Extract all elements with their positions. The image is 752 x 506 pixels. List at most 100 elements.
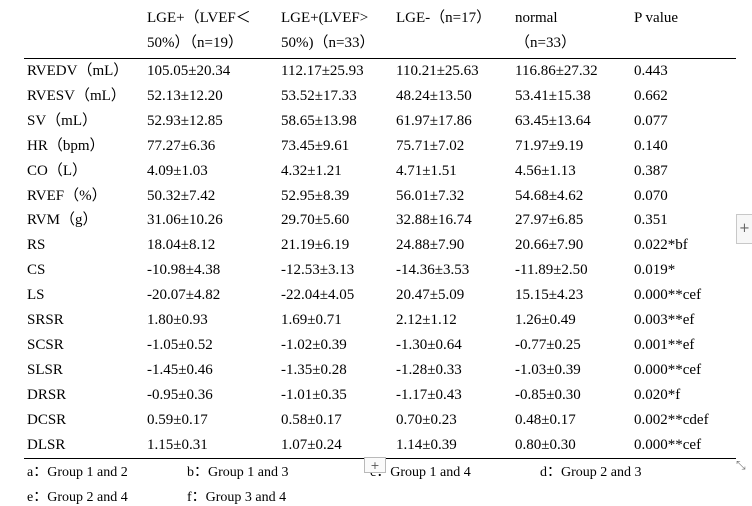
table-cell: 0.58±0.17 [281, 411, 342, 428]
table-cell: -11.89±2.50 [515, 262, 588, 279]
table-cell: 4.56±1.13 [515, 162, 576, 179]
footnote-a: a：Group 1 and 2 [27, 465, 128, 480]
table-cell: 0.48±0.17 [515, 411, 576, 428]
column-header [24, 4, 144, 59]
table-cell: 15.15±4.23 [515, 287, 584, 304]
table-cell: 4.09±1.03 [147, 162, 208, 179]
table-cell: -0.85±0.30 [515, 386, 581, 403]
table-cell: 0.002**cdef [634, 411, 709, 428]
table-cell: -0.95±0.36 [147, 386, 213, 403]
table-cell: 20.66±7.90 [515, 237, 584, 254]
table-cell: 29.70±5.60 [281, 212, 350, 229]
table-row: SLSR -1.45±0.46 -1.35±0.28 -1.28±0.33 -1.03±… [24, 358, 736, 383]
table-cell: 71.97±9.19 [515, 137, 584, 154]
table-cell: -12.53±3.13 [281, 262, 355, 279]
results-table-container: LGE+（LVEF＜ 50%）（n=19） LGE+(LVEF> 50%)（n=33）… [24, 4, 736, 459]
row-label-cell: DCSR [27, 411, 67, 428]
table-cell: 54.68±4.62 [515, 187, 584, 204]
table-row: SRSR 1.80±0.93 1.69±0.71 2.12±1.12 1.26±0.49… [24, 308, 736, 333]
table-cell: -1.35±0.28 [281, 361, 347, 378]
table-body: RVEDV（mL） 105.05±20.34 112.17±25.93 110.21±… [24, 59, 736, 458]
table-cell: 1.14±0.39 [396, 436, 457, 453]
table-cell: -1.05±0.52 [147, 336, 213, 353]
footnote-b: b：Group 1 and 3 [187, 465, 289, 480]
table-cell: -1.01±0.35 [281, 386, 347, 403]
table-row: DCSR 0.59±0.17 0.58±0.17 0.70±0.23 0.48±0.17… [24, 408, 736, 433]
table-cell: -1.45±0.46 [147, 361, 213, 378]
footnote-f: f：Group 3 and 4 [187, 490, 287, 505]
table-cell: 0.140 [634, 137, 668, 154]
table-cell: -20.07±4.82 [147, 287, 221, 304]
table-cell: 0.000**cef [634, 436, 702, 453]
table-cell: 0.443 [634, 63, 668, 79]
table-cell: 110.21±25.63 [396, 63, 479, 79]
table-cell: -0.77±0.25 [515, 336, 581, 353]
table-cell: 1.69±0.71 [281, 312, 342, 329]
table-cell: 58.65±13.98 [281, 112, 357, 129]
table-add-column-handle[interactable]: + [736, 214, 752, 244]
footnote-e: e：Group 2 and 4 [27, 490, 128, 505]
table-cell: 1.07±0.24 [281, 436, 342, 453]
table-cell: 0.077 [634, 112, 668, 129]
table-row: LS -20.07±4.82 -22.04±4.05 20.47±5.09 15.15±… [24, 283, 736, 308]
footnote-d: d：Group 2 and 3 [540, 465, 642, 480]
row-label-cell: CO（L） [27, 162, 88, 179]
table-cell: 61.97±17.86 [396, 112, 472, 129]
table-cell: 112.17±25.93 [281, 63, 364, 79]
header-row: LGE+（LVEF＜ 50%）（n=19） LGE+(LVEF> 50%)（n=33）… [24, 4, 736, 59]
table-cell: 75.71±7.02 [396, 137, 465, 154]
table-cell: 63.45±13.64 [515, 112, 591, 129]
table-row: SCSR -1.05±0.52 -1.02±0.39 -1.30±0.64 -0.77±… [24, 333, 736, 358]
column-header: normal （n=33） [512, 4, 631, 59]
table-cell: 4.32±1.21 [281, 162, 342, 179]
table-cell: 53.52±17.33 [281, 87, 357, 104]
table-cell: 0.003**ef [634, 312, 695, 329]
table-cell: 52.93±12.85 [147, 112, 223, 129]
table-add-row-handle[interactable]: + [364, 457, 386, 473]
row-label-cell: CS [27, 262, 46, 279]
table-row: DRSR -0.95±0.36 -1.01±0.35 -1.17±0.43 -0.85±… [24, 383, 736, 408]
row-label-cell: DRSR [27, 386, 67, 403]
table-row: RS 18.04±8.12 21.19±6.19 24.88±7.90 20.66±7.… [24, 233, 736, 258]
table-row: RVEF（%） 50.32±7.42 52.95±8.39 56.01±7.32 54.… [24, 184, 736, 209]
table-row: CO（L） 4.09±1.03 4.32±1.21 4.71±1.51 4.56±1.1… [24, 159, 736, 184]
table-cell: 32.88±16.74 [396, 212, 472, 229]
table-cell: 116.86±27.32 [515, 63, 598, 79]
table-cell: -1.17±0.43 [396, 386, 462, 403]
row-label-cell: DLSR [27, 436, 66, 453]
column-header: LGE-（n=17） [393, 4, 512, 59]
table-cell: -14.36±3.53 [396, 262, 470, 279]
row-label-cell: SCSR [27, 336, 64, 353]
table-cell: 105.05±20.34 [147, 63, 231, 79]
table-cell: 48.24±13.50 [396, 87, 472, 104]
table-cell: 1.80±0.93 [147, 312, 208, 329]
table-cell: 52.95±8.39 [281, 187, 350, 204]
column-header-line2: 50%)（n=33） [281, 35, 375, 51]
table-cell: 0.070 [634, 187, 668, 204]
table-cell: 0.351 [634, 212, 668, 229]
table-cell: 56.01±7.32 [396, 187, 465, 204]
table-cell: 31.06±10.26 [147, 212, 223, 229]
table-cell: 52.13±12.20 [147, 87, 223, 104]
table-cell: 0.387 [634, 162, 668, 179]
table-cell: -1.28±0.33 [396, 361, 462, 378]
table-cell: 24.88±7.90 [396, 237, 465, 254]
row-label-cell: RVEF（%） [27, 187, 107, 204]
table-cell: -1.30±0.64 [396, 336, 462, 353]
table-cell: -1.02±0.39 [281, 336, 347, 353]
column-header-line1: LGE-（n=17） [396, 10, 492, 26]
table-cell: 0.662 [634, 87, 668, 104]
column-header-line1: LGE+（LVEF＜ [147, 10, 251, 26]
table-resize-icon[interactable]: ⤡ [736, 458, 746, 472]
column-header: LGE+(LVEF> 50%)（n=33） [278, 4, 393, 59]
results-table: LGE+（LVEF＜ 50%）（n=19） LGE+(LVEF> 50%)（n=33）… [24, 4, 736, 459]
row-label-cell: RVESV（mL） [27, 87, 126, 104]
table-row: HR（bpm） 77.27±6.36 73.45±9.61 75.71±7.02 71.… [24, 134, 736, 159]
table-row: RVM（g） 31.06±10.26 29.70±5.60 32.88±16.74 27… [24, 208, 736, 233]
row-label-cell: SLSR [27, 361, 63, 378]
column-header-line1: P value [634, 10, 679, 26]
table-cell: 1.15±0.31 [147, 436, 208, 453]
row-label-cell: LS [27, 287, 45, 304]
table-cell: 0.59±0.17 [147, 411, 208, 428]
column-header-line1: LGE+(LVEF> [281, 10, 369, 26]
